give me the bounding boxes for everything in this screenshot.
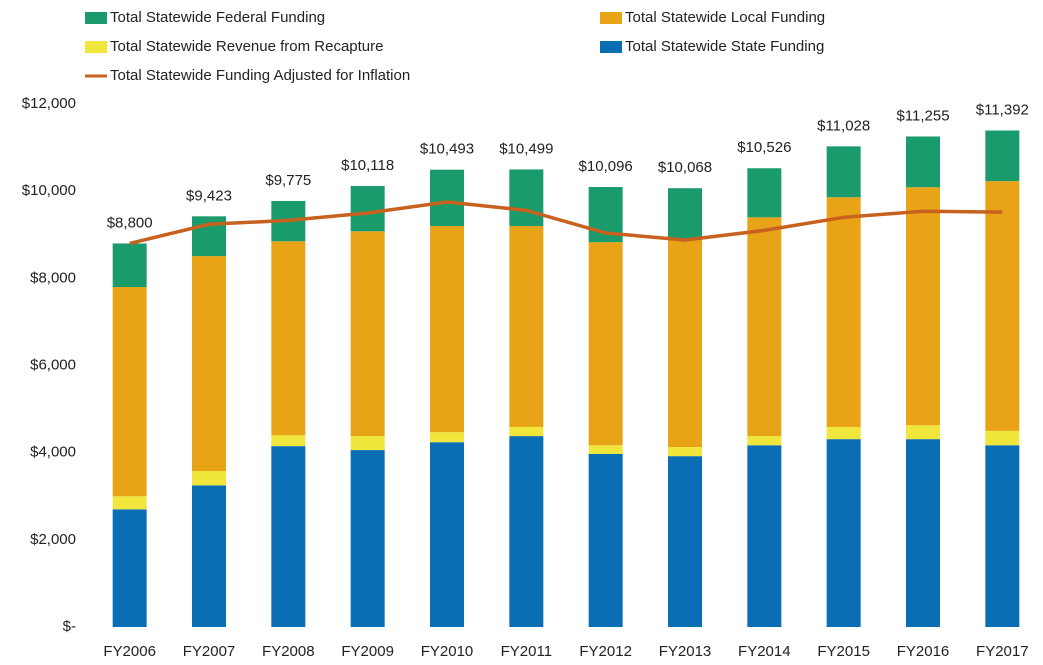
bar-segment	[350, 186, 385, 232]
legend-label: Total Statewide Local Funding	[625, 9, 825, 26]
bar-segment	[350, 450, 385, 627]
total-label: $11,392	[976, 101, 1029, 118]
bar-segment	[747, 445, 782, 627]
bar-segment	[985, 430, 1020, 446]
y-tick-label: $6,000	[30, 356, 76, 373]
x-tick-label: FY2006	[103, 643, 156, 660]
x-tick-label: FY2008	[262, 643, 315, 660]
x-tick-label: FY2014	[738, 643, 791, 660]
bar-segment	[826, 146, 861, 198]
legend-label: Total Statewide Federal Funding	[110, 9, 325, 26]
bar-segment	[271, 241, 306, 436]
bar-segment	[192, 485, 226, 627]
bar-segment	[112, 243, 147, 288]
bar-segment	[509, 169, 544, 227]
bar-segment	[826, 439, 861, 627]
bar-segment	[985, 445, 1020, 627]
total-label: $11,255	[896, 107, 949, 124]
y-tick-label: $4,000	[30, 444, 76, 461]
bar-segment	[509, 226, 544, 427]
x-tick-label: FY2017	[976, 643, 1029, 660]
total-label: $10,096	[579, 158, 633, 175]
bar-segment	[906, 187, 940, 426]
bar-segment	[826, 197, 861, 427]
bar-segment	[509, 426, 544, 437]
total-label: $8,800	[107, 214, 153, 231]
bar-segment	[747, 436, 782, 446]
bar-segment	[588, 242, 623, 446]
x-tick-label: FY2015	[817, 643, 870, 660]
y-tick-label: $2,000	[30, 531, 76, 548]
legend-label: Total Statewide Funding Adjusted for Inf…	[110, 67, 410, 84]
bar-segment	[588, 453, 623, 627]
bar-segment	[985, 181, 1020, 431]
bar-segment	[668, 456, 702, 627]
bar-segment	[668, 239, 702, 448]
x-tick-label: FY2010	[421, 643, 474, 660]
bar-segment	[271, 446, 306, 627]
bar-segment	[588, 445, 623, 454]
bar-segment	[350, 231, 385, 437]
y-tick-label: $8,000	[30, 269, 76, 286]
bar-segment	[985, 130, 1020, 182]
bar-segment	[906, 136, 940, 188]
y-tick-label: $-	[63, 618, 76, 635]
x-tick-label: FY2012	[579, 643, 632, 660]
legend-swatch	[85, 41, 107, 53]
bar-segment	[747, 168, 782, 218]
x-tick-label: FY2016	[897, 643, 950, 660]
bar-segment	[192, 470, 226, 486]
x-tick-label: FY2009	[341, 643, 394, 660]
total-label: $10,499	[499, 140, 553, 157]
y-tick-label: $10,000	[22, 182, 76, 199]
bar-segment	[430, 226, 464, 433]
total-label: $10,493	[420, 141, 474, 158]
bar-segment	[112, 509, 147, 627]
total-label: $10,118	[341, 157, 394, 174]
total-label: $10,526	[737, 139, 791, 156]
total-label: $9,775	[265, 172, 311, 189]
legend-label: Total Statewide Revenue from Recapture	[110, 38, 383, 55]
y-tick-label: $12,000	[22, 95, 76, 112]
bar-segment	[192, 256, 226, 471]
total-label: $10,068	[658, 159, 712, 176]
bar-segment	[350, 436, 385, 451]
line	[129, 200, 1003, 246]
total-label: $9,423	[186, 187, 232, 204]
x-tick-label: FY2011	[501, 643, 552, 660]
bar-segment	[112, 496, 147, 510]
legend-label: Total Statewide State Funding	[625, 38, 824, 55]
bar-segment	[509, 436, 544, 627]
legend-swatch	[600, 41, 622, 53]
bar-segment	[747, 217, 782, 437]
bar-segment	[271, 435, 306, 447]
legend-swatch	[85, 12, 107, 24]
bar-segment	[826, 426, 861, 440]
bar-segment	[430, 169, 464, 227]
x-tick-label: FY2007	[183, 643, 236, 660]
bar-segment	[668, 447, 702, 457]
legend-swatch	[600, 12, 622, 24]
bar-segment	[430, 432, 464, 443]
bar-segment	[430, 442, 464, 627]
x-tick-label: FY2013	[659, 643, 712, 660]
bar-segment	[112, 287, 147, 497]
bar-segment	[906, 439, 940, 627]
bar-segment	[668, 188, 702, 240]
total-label: $11,028	[817, 117, 870, 134]
bar-segment	[906, 425, 940, 440]
